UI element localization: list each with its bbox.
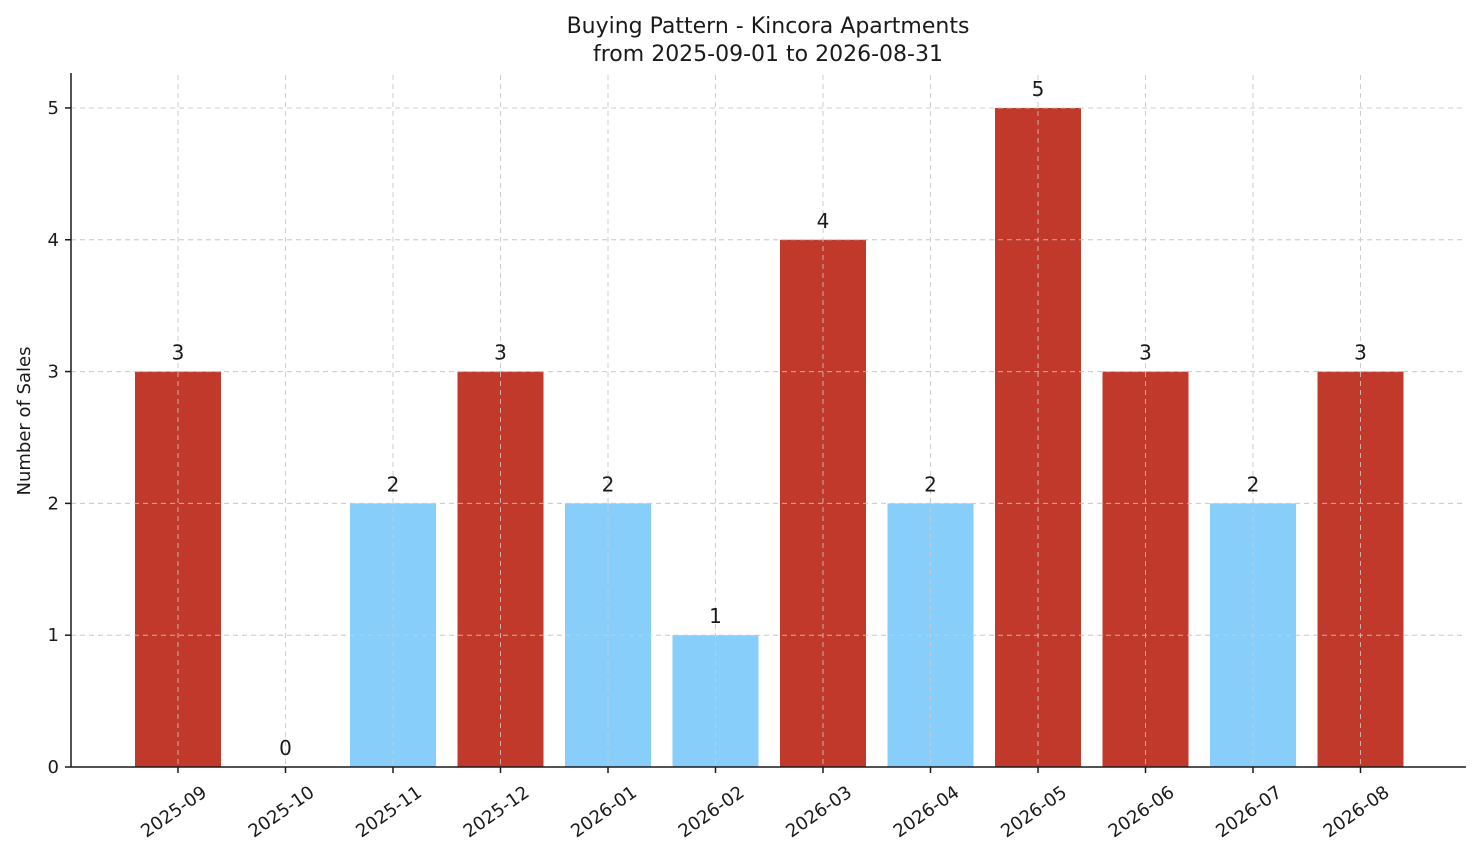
data-label-2026-06: 3 bbox=[1139, 341, 1152, 365]
y-tick-label: 4 bbox=[48, 230, 59, 251]
x-tick-label: 2026-02 bbox=[675, 782, 749, 842]
y-tick-label: 5 bbox=[48, 98, 59, 119]
x-tick-label: 2026-03 bbox=[782, 782, 856, 842]
y-tick-label: 3 bbox=[48, 362, 59, 383]
data-label-2026-02: 1 bbox=[709, 604, 722, 628]
x-tick-label: 2025-10 bbox=[245, 782, 319, 842]
axes-layer bbox=[70, 73, 1466, 768]
y-axis-label: Number of Sales bbox=[14, 346, 35, 495]
data-label-2025-10: 0 bbox=[279, 736, 292, 760]
x-tick-label: 2026-07 bbox=[1212, 782, 1286, 842]
chart-title: Buying Pattern - Kincora Apartments bbox=[567, 14, 970, 39]
data-label-2026-08: 3 bbox=[1354, 341, 1367, 365]
data-label-2026-03: 4 bbox=[817, 209, 830, 233]
data-label-2026-07: 2 bbox=[1247, 472, 1260, 496]
x-tick-label: 2025-11 bbox=[352, 782, 426, 842]
data-labels-layer: 3 0 2 3 2 1 4 2 5 3 2 3 bbox=[172, 77, 1367, 760]
y-tick-label: 0 bbox=[48, 757, 59, 778]
y-tick-label: 2 bbox=[48, 493, 59, 514]
bars-layer bbox=[135, 107, 1404, 767]
data-label-2025-11: 2 bbox=[387, 472, 400, 496]
x-tick-label: 2026-08 bbox=[1320, 782, 1394, 842]
x-tick-label: 2026-05 bbox=[997, 782, 1071, 842]
y-tick-label: 1 bbox=[48, 625, 59, 646]
data-label-2026-04: 2 bbox=[924, 472, 937, 496]
x-tick-label: 2026-04 bbox=[890, 782, 964, 842]
chart-subtitle: from 2025-09-01 to 2026-08-31 bbox=[593, 42, 943, 67]
x-tick-label: 2026-06 bbox=[1105, 782, 1179, 842]
data-label-2025-12: 3 bbox=[494, 341, 507, 365]
data-label-2026-01: 2 bbox=[602, 472, 615, 496]
x-tick-label: 2025-12 bbox=[460, 782, 534, 842]
x-tick-label: 2026-01 bbox=[567, 782, 641, 842]
x-tick-label: 2025-09 bbox=[137, 782, 211, 842]
data-label-2025-09: 3 bbox=[172, 341, 185, 365]
data-label-2026-05: 5 bbox=[1032, 77, 1045, 101]
